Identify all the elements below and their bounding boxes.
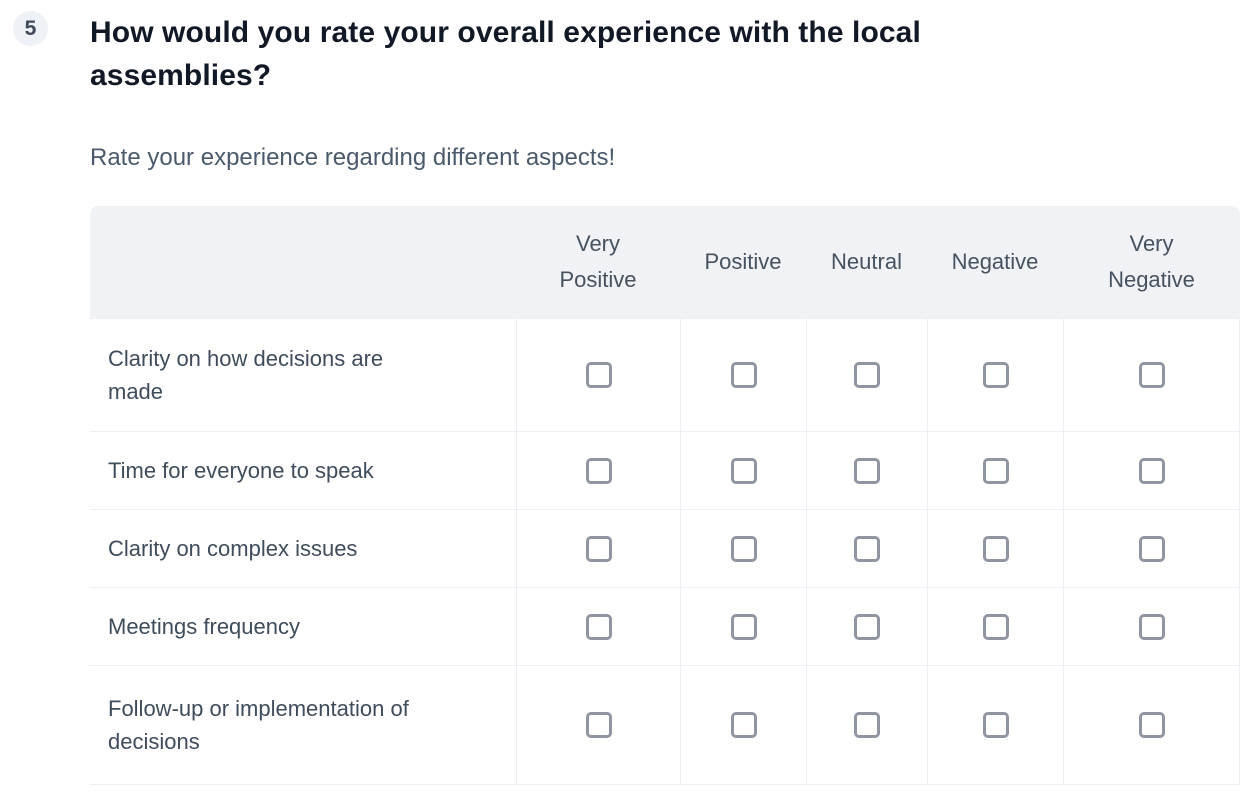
matrix-header-corner [90,206,516,318]
matrix-cell [1063,318,1240,431]
matrix-cell [1063,587,1240,665]
checkbox[interactable] [730,362,757,388]
matrix-cell [927,318,1063,431]
matrix-column-header-label: Positive [704,249,782,274]
matrix-column-header-label: Very Positive [559,231,637,292]
matrix-cell [927,587,1063,665]
matrix-row-label: Clarity on complex issues [90,509,516,587]
checkbox[interactable] [854,457,880,484]
matrix-column-header: Negative [927,206,1063,318]
matrix-cell [806,431,927,509]
checkbox[interactable] [982,613,1009,640]
checkbox[interactable] [1138,535,1165,562]
checkbox[interactable] [1138,613,1165,640]
checkbox[interactable] [982,457,1009,484]
checkbox[interactable] [854,712,880,738]
checkbox[interactable] [730,613,757,640]
matrix-cell [680,665,806,784]
checkbox[interactable] [730,712,757,738]
checkbox[interactable] [585,712,612,738]
matrix-cell [516,587,680,665]
matrix-column-header: Very Positive [516,206,680,318]
checkbox[interactable] [982,712,1009,738]
matrix-cell [680,431,806,509]
matrix-column-header-label: Negative [951,249,1039,274]
question-title: How would you rate your overall experien… [90,16,921,92]
checkbox[interactable] [854,362,880,388]
matrix-cell [680,509,806,587]
matrix-cell [927,431,1063,509]
matrix-row-label: Meetings frequency [90,587,516,665]
matrix-cell [680,587,806,665]
matrix-cell [680,318,806,431]
matrix-row-label: Follow-up or implementation of decisions [90,665,516,784]
question-content: How would you rate your overall experien… [90,9,1240,785]
checkbox[interactable] [585,362,612,388]
checkbox[interactable] [982,535,1009,562]
matrix-cell [806,509,927,587]
question-number-badge: 5 [13,11,48,46]
matrix-cell [516,431,680,509]
checkbox[interactable] [1138,362,1165,388]
matrix-cell [516,318,680,431]
checkbox[interactable] [585,613,612,640]
matrix-cell [1063,665,1240,784]
matrix-cell [1063,431,1240,509]
matrix-column-header: Neutral [806,206,927,318]
matrix-cell [516,665,680,784]
checkbox[interactable] [730,535,757,562]
matrix-row-label: Time for everyone to speak [90,431,516,509]
checkbox[interactable] [730,457,757,484]
matrix-cell [806,318,927,431]
matrix-cell [1063,509,1240,587]
checkbox[interactable] [854,613,880,640]
matrix-column-header-label: Neutral [831,249,902,274]
checkbox[interactable] [585,535,612,562]
checkbox[interactable] [1138,712,1165,738]
checkbox[interactable] [982,362,1009,388]
matrix-row-label: Clarity on how decisions are made [90,318,516,431]
matrix-column-header: Very Negative [1063,206,1240,318]
matrix-column-header: Positive [680,206,806,318]
matrix-cell [927,665,1063,784]
checkbox[interactable] [854,535,880,562]
matrix-column-header-label: Very Negative [1108,231,1195,292]
matrix-cell [927,509,1063,587]
matrix-cell [806,665,927,784]
checkbox[interactable] [585,457,612,484]
question-subtitle: Rate your experience regarding different… [90,144,616,171]
matrix-cell [516,509,680,587]
rating-matrix-table: Very Positive Positive Neutral Negative Very… [90,206,1240,785]
matrix-cell [806,587,927,665]
checkbox[interactable] [1138,457,1165,484]
